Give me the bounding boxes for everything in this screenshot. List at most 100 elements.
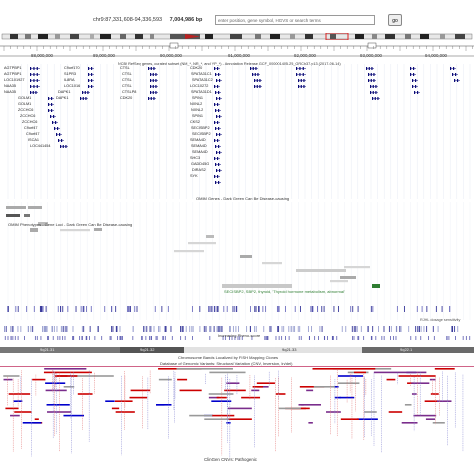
ribbon-tick <box>232 326 234 332</box>
gene-label[interactable]: LOC10272 <box>190 84 209 88</box>
sv-block <box>63 386 75 388</box>
gene-label[interactable]: DIRAS2 <box>192 168 206 172</box>
gene-label[interactable]: CTSL <box>120 66 130 70</box>
snp-tick <box>191 306 193 312</box>
gene-label[interactable]: ZCCHC6 <box>20 114 36 118</box>
gene-label[interactable]: SPIN1 <box>192 114 203 118</box>
gene-label[interactable]: IL8RA <box>64 78 75 82</box>
sv-block <box>334 396 341 399</box>
gene-label[interactable]: NXNL2 <box>191 108 204 112</box>
ribbon-tick <box>192 336 193 340</box>
chromosome-ideogram[interactable] <box>0 33 474 40</box>
gene-label[interactable]: GOLM1 <box>18 96 32 100</box>
gene-exon <box>33 85 35 88</box>
gene-label[interactable]: NXNL2 <box>190 102 203 106</box>
sv-block <box>337 382 360 384</box>
sv-block <box>337 375 364 377</box>
ribbon-tick <box>263 326 265 332</box>
snp-tick <box>17 306 19 312</box>
gene-label[interactable]: CDK20 <box>190 66 203 70</box>
gene-exon <box>254 73 256 76</box>
gene-label[interactable]: C9orf47 <box>26 132 40 136</box>
gene-label[interactable]: GADD45G <box>191 162 210 166</box>
snp-tick <box>128 306 130 312</box>
gene-exon <box>250 67 252 70</box>
ribbon-tick <box>383 326 385 332</box>
gene-label[interactable]: SECISBP2 <box>192 132 211 136</box>
pheno-score-ribbon[interactable] <box>0 324 474 346</box>
ruler-tick-label: 94,000,000 <box>425 53 447 58</box>
sv-block <box>339 396 355 399</box>
gene-label[interactable]: CTSL <box>122 72 132 76</box>
gene-label[interactable]: GOLM1 <box>18 102 32 106</box>
gene-label[interactable]: ISCA1 <box>28 138 39 142</box>
snp-tick <box>83 306 85 312</box>
gene-label[interactable]: S1PR3 <box>64 72 77 76</box>
sv-block <box>224 389 246 392</box>
gene-label[interactable]: LOC441454 <box>30 144 51 148</box>
search-input[interactable]: enter position, gene symbol, HGVS or sea… <box>215 15 375 25</box>
ribbon-tick <box>408 326 410 332</box>
gene-label[interactable]: CTSL <box>122 78 132 82</box>
gene-label[interactable]: DAPK1 <box>56 96 69 100</box>
gene-exon <box>214 157 216 160</box>
cytoband-strip[interactable] <box>0 346 474 358</box>
gene-exon <box>216 115 218 118</box>
gene-exon <box>214 139 216 142</box>
gene-exon <box>302 73 304 76</box>
gene-label[interactable]: SPATA31C1 <box>191 72 212 76</box>
sv-block <box>226 422 231 424</box>
ribbon-tick <box>36 336 38 340</box>
gene-exon <box>259 79 261 82</box>
snp-tick <box>42 306 44 312</box>
ribbon-tick <box>455 336 456 340</box>
ribbon-tick <box>451 326 453 332</box>
gene-label[interactable]: AGTPBP1 <box>4 66 22 70</box>
gene-label[interactable]: NAA35 <box>4 90 17 94</box>
gene-label[interactable]: ZCCHC6 <box>18 108 34 112</box>
gene-label[interactable]: C9orf47 <box>24 126 38 130</box>
gene-label[interactable]: LOC101927 <box>4 78 25 82</box>
gene-label[interactable]: SPIN1 <box>192 96 203 100</box>
ribbon-tick <box>165 326 167 332</box>
gene-label[interactable]: LOC1016 <box>64 84 81 88</box>
gene-exon <box>219 151 221 154</box>
snp-tick <box>357 306 359 312</box>
gene-label[interactable]: AGTPBP1 <box>4 72 22 76</box>
gene-label[interactable]: CTSL <box>122 84 132 88</box>
gene-label[interactable]: ZCCHC6 <box>22 120 38 124</box>
ribbon-tick <box>381 336 383 340</box>
phenotype-tracks[interactable] <box>0 202 474 320</box>
gene-label[interactable]: C9orf170 <box>64 66 80 70</box>
gene-label[interactable]: SPATA31C2 <box>192 78 213 82</box>
gene-label[interactable]: DAPK1 <box>58 90 71 94</box>
gene-label[interactable]: CKS2 <box>190 120 200 124</box>
gene-label[interactable]: NAA35 <box>4 84 17 88</box>
sv-block <box>60 375 114 377</box>
gene-label[interactable]: SEMA4D <box>191 144 207 148</box>
top-nav-bar: chr9:87,331,608-94,336,593 7,004,986 bp … <box>0 0 474 30</box>
ruler-ticks <box>3 46 473 51</box>
gene-label[interactable]: SEMA4D <box>190 138 206 142</box>
ribbon-tick <box>368 326 369 332</box>
gene-exon <box>51 97 53 100</box>
gene-exon <box>216 97 218 100</box>
gene-label[interactable]: SPATA31D1 <box>191 90 212 94</box>
refseq-genes-track[interactable] <box>0 64 474 199</box>
gene-label[interactable]: SYK <box>190 174 198 178</box>
ribbon-tick <box>47 336 48 340</box>
go-button[interactable]: go <box>388 14 402 26</box>
gene-label[interactable]: SEMA4D <box>192 150 208 154</box>
position-readout[interactable]: chr9:87,331,608-94,336,593 7,004,986 bp <box>93 17 202 23</box>
dgv-variants-track[interactable] <box>0 366 474 462</box>
refseq-track-title: NCBI RefSeq genes, curated subset (NM_*,… <box>118 62 341 66</box>
gene-label[interactable]: CTSLP8 <box>122 90 137 94</box>
gene-label[interactable]: CDK20 <box>120 96 133 100</box>
gene-exon <box>32 91 34 94</box>
snp-tick <box>57 306 59 312</box>
ribbon-tick <box>341 326 343 332</box>
snp-tick <box>216 306 218 312</box>
faint-label <box>60 229 90 232</box>
gene-label[interactable]: SHC3 <box>190 156 201 160</box>
gene-label[interactable]: SECISBP2 <box>191 126 210 130</box>
